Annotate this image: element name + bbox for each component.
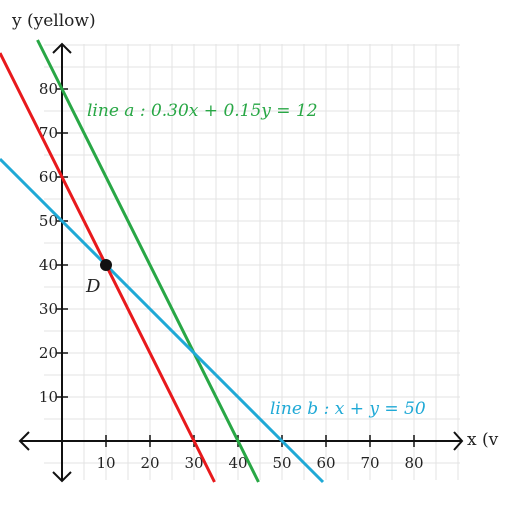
y-tick-label: 50 xyxy=(39,212,58,230)
x-tick-label: 30 xyxy=(184,454,203,472)
x-tick-label: 20 xyxy=(140,454,159,472)
y-tick-label: 40 xyxy=(39,256,58,274)
x-tick-label: 10 xyxy=(96,454,115,472)
points xyxy=(100,259,112,271)
y-tick-label: 60 xyxy=(39,168,58,186)
y-tick-label: 30 xyxy=(39,300,58,318)
y-axis-title: y (yellow) xyxy=(11,11,96,31)
point-d xyxy=(100,259,112,271)
line-a-label: line a : 0.30x + 0.15y = 12 xyxy=(87,101,318,121)
y-tick-label: 80 xyxy=(39,80,58,98)
x-tick-label: 80 xyxy=(404,454,423,472)
x-tick-label: 50 xyxy=(272,454,291,472)
x-axis-title: x (v xyxy=(467,430,499,450)
x-tick-label: 60 xyxy=(316,454,335,472)
point-d-label: D xyxy=(85,276,101,297)
x-axis-arrow-left xyxy=(18,431,30,451)
axes xyxy=(18,42,464,483)
line-b-label: line b : x + y = 50 xyxy=(270,399,426,419)
line-a xyxy=(36,39,260,483)
y-axis-arrow-down xyxy=(52,471,72,483)
line-b xyxy=(0,157,325,484)
grid xyxy=(44,44,460,480)
y-axis-arrow-up xyxy=(52,42,72,54)
x-tick-label: 70 xyxy=(360,454,379,472)
x-axis-arrow-right xyxy=(453,431,464,451)
y-tick-label: 20 xyxy=(39,344,58,362)
x-tick-label: 40 xyxy=(228,454,247,472)
y-tick-label: 10 xyxy=(39,388,58,406)
